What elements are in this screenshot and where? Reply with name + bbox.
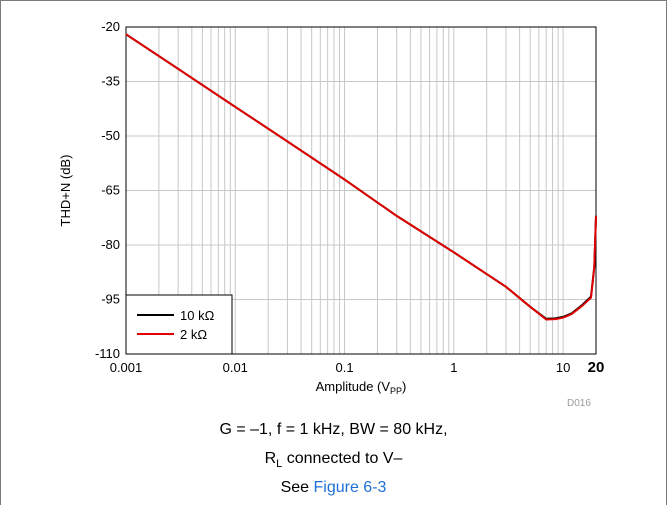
x-axis-label: Amplitude (VPP) [316,379,407,396]
y-tick-label: -95 [101,292,120,307]
y-tick-label: -20 [101,19,120,34]
y-tick-label: -80 [101,237,120,252]
x-tick-label: 0.001 [110,360,143,375]
x-tick-label: 0.1 [336,360,354,375]
y-tick-label: -110 [95,346,120,361]
caption-load-rest: connected to V– [282,450,403,467]
grid [126,27,596,354]
legend-label-10k: 10 kΩ [180,308,215,323]
series-layer [125,33,597,321]
x-axis-label-main: Amplitude (V [316,379,391,394]
frame-top-border [0,0,667,1]
legend: 10 kΩ 2 kΩ [125,294,233,355]
thdn-vs-amplitude-chart: -20 -35 -50 -65 -80 -95 -110 0.001 0.01 0.1 1 10 20… [58,19,605,409]
y-tick-label: -65 [101,183,120,198]
x-axis-label-subscript: PP [390,386,402,396]
y-tick-labels: -20 -35 -50 -65 -80 -95 -110 [95,19,120,361]
caption-load: RL connected to V– [0,449,667,474]
y-tick-label: -50 [101,128,120,143]
x-tick-labels: 0.001 0.01 0.1 1 10 20 [110,359,605,376]
y-axis-label: THD+N (dB) [58,155,73,227]
x-tick-label: 10 [556,360,570,375]
plot-area-border [125,26,597,355]
caption-conditions: G = –1, f = 1 kHz, BW = 80 kHz, [219,421,448,438]
frame-left-border [0,0,1,505]
x-tick-label: 1 [450,360,457,375]
x-tick-label: 20 [588,359,605,376]
caption-load-r: R [264,450,277,467]
caption-load-sub: L [276,458,283,471]
caption-see-figure: See Figure 6-3 [0,478,667,498]
y-tick-label: -35 [101,74,120,89]
series-line-0 [125,33,597,320]
figure-id-watermark: D016 [567,398,591,409]
x-axis-label-end: ) [402,379,406,394]
series-line-1 [125,33,597,321]
x-tick-label: 0.01 [223,360,248,375]
caption-see-prefix: See [280,479,314,496]
figure-link[interactable]: Figure 6-3 [313,479,387,496]
legend-box [125,294,233,355]
legend-label-2k: 2 kΩ [180,327,207,342]
